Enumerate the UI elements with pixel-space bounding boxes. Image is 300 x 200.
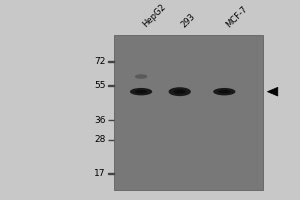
- Ellipse shape: [169, 87, 191, 96]
- Text: 72: 72: [94, 57, 105, 66]
- Bar: [114, 35, 263, 190]
- Polygon shape: [267, 87, 278, 96]
- Ellipse shape: [218, 90, 230, 94]
- Text: MCF-7: MCF-7: [224, 4, 249, 29]
- Text: 17: 17: [94, 169, 105, 178]
- FancyArrow shape: [108, 85, 114, 86]
- Text: 293: 293: [180, 12, 197, 29]
- FancyArrow shape: [108, 173, 114, 174]
- Ellipse shape: [130, 88, 152, 95]
- Ellipse shape: [213, 88, 236, 95]
- Ellipse shape: [135, 74, 147, 79]
- FancyArrow shape: [108, 61, 114, 62]
- Text: 55: 55: [94, 81, 105, 90]
- Text: 28: 28: [94, 135, 105, 144]
- Text: 36: 36: [94, 116, 105, 125]
- Ellipse shape: [135, 90, 147, 94]
- Text: HepG2: HepG2: [141, 3, 168, 29]
- Ellipse shape: [174, 89, 186, 94]
